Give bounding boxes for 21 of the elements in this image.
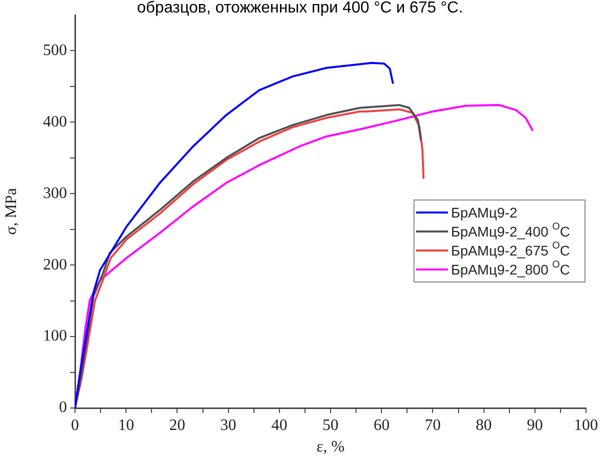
y-tick-label: 400: [43, 113, 67, 130]
x-axis-title: ε, %: [316, 438, 345, 456]
x-tick-label: 100: [574, 416, 598, 434]
chart-title: образцов, отожженных при 400 °С и 675 °С.: [136, 0, 464, 16]
x-tick-label: 50: [322, 416, 338, 434]
x-tick-label: 90: [526, 416, 543, 434]
y-tick-label: 100: [43, 328, 67, 345]
y-axis-title: σ, MPa: [2, 188, 20, 235]
x-tick-label: 30: [220, 416, 236, 434]
y-tick-label: 0: [59, 399, 67, 416]
x-tick-label: 20: [169, 416, 186, 434]
x-tick-label: 70: [424, 416, 441, 434]
y-tick-label: 300: [43, 184, 67, 202]
x-tick-label: 0: [71, 416, 79, 434]
y-tick-label: 500: [43, 42, 67, 59]
y-tick-label: 200: [43, 256, 67, 274]
x-tick-label: 60: [374, 416, 390, 434]
x-tick-label: 10: [118, 416, 134, 434]
legend-label: БрАМц9-2: [451, 204, 518, 220]
x-tick-label: 40: [271, 416, 288, 434]
x-tick-label: 80: [476, 416, 492, 434]
